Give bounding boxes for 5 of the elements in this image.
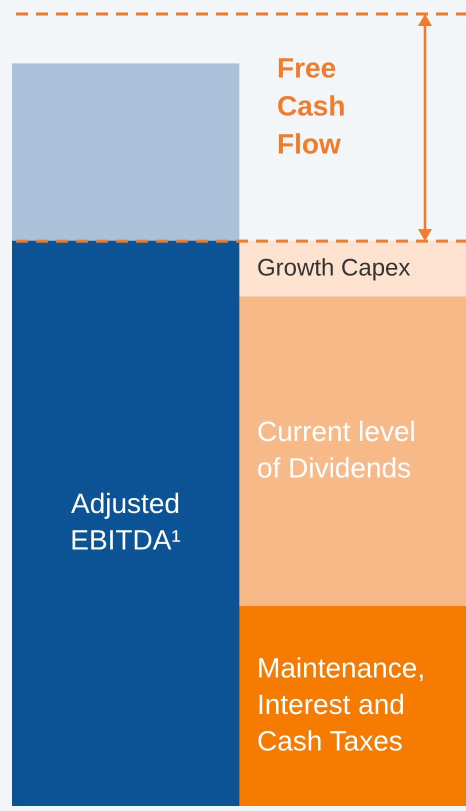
series-label: Growth Capex xyxy=(257,254,410,282)
series-label: Adjusted EBITDA¹ xyxy=(70,488,181,556)
series-label: Maintenance, Interest and Cash Taxes xyxy=(257,652,426,756)
annotation: Free Cash Flow xyxy=(277,52,346,160)
series-label: Current level of Dividends xyxy=(257,416,416,484)
